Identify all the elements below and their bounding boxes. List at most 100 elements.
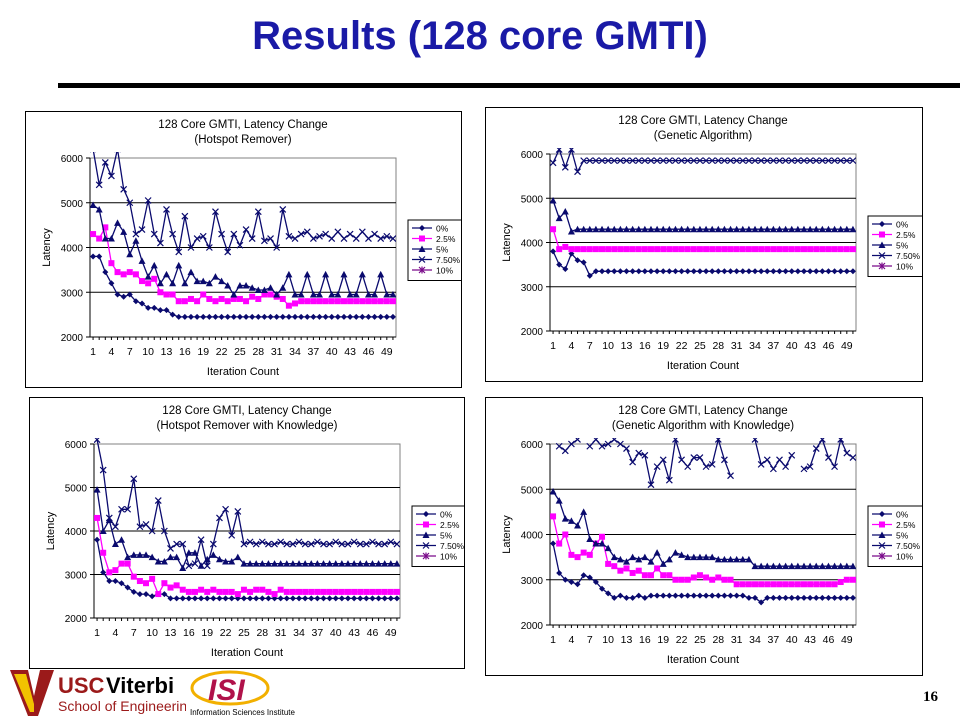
data-point [234, 595, 241, 602]
data-point [635, 225, 643, 233]
data-point [224, 248, 232, 256]
data-point [580, 259, 587, 266]
legend-label: 5% [896, 241, 909, 251]
data-point [210, 595, 217, 602]
data-point [666, 268, 673, 275]
data-point [99, 527, 107, 534]
data-point [285, 270, 293, 278]
x-tick-label: 16 [639, 340, 651, 352]
series-line-4 [558, 438, 854, 488]
data-point [647, 592, 654, 599]
data-point [310, 313, 317, 320]
usc-viterbi-logo: USC Viterbi School of Engineering [10, 670, 186, 716]
series-group [94, 438, 400, 602]
data-point [132, 298, 139, 305]
data-point [120, 271, 127, 278]
x-tick-label: 40 [786, 634, 798, 646]
data-point [709, 592, 716, 599]
data-point [191, 595, 198, 602]
data-point [776, 268, 783, 275]
data-point [393, 588, 400, 595]
data-point [106, 569, 113, 576]
data-point [739, 268, 746, 275]
data-point [130, 573, 137, 580]
data-point [222, 505, 230, 513]
data-point [310, 298, 317, 305]
chart-title: 128 Core GMTI, Latency Change [162, 405, 331, 417]
data-point [328, 313, 335, 320]
data-point [727, 555, 735, 563]
data-point [813, 246, 820, 253]
x-tick-label: 46 [363, 346, 375, 358]
data-point [752, 246, 759, 253]
data-point [260, 237, 268, 245]
data-point [291, 290, 299, 298]
data-point [580, 549, 587, 556]
data-point [684, 553, 692, 561]
data-point [574, 521, 582, 529]
data-point [641, 225, 649, 233]
data-point [849, 268, 856, 275]
chart-genetic-algorithm: 128 Core GMTI, Latency Change (Genetic Al… [485, 107, 923, 382]
data-point [776, 246, 783, 253]
data-point [359, 298, 366, 305]
data-point [94, 536, 101, 543]
legend-label: 10% [440, 552, 457, 562]
data-point [191, 588, 198, 595]
data-point [739, 157, 747, 165]
x-tick-label: 43 [804, 634, 816, 646]
data-point [100, 549, 107, 556]
data-point [598, 540, 606, 547]
x-tick-label: 16 [183, 627, 195, 639]
data-point [383, 232, 391, 240]
data-point [248, 284, 256, 291]
data-point [800, 465, 808, 473]
x-tick-label: 22 [220, 627, 232, 639]
data-point [273, 290, 281, 298]
x-tick-label: 16 [179, 346, 191, 358]
chart-title: 128 Core GMTI, Latency Change [158, 119, 327, 131]
x-tick-label: 28 [252, 346, 264, 358]
data-point [794, 562, 802, 570]
data-point [322, 270, 330, 278]
data-point [843, 576, 850, 583]
data-point [696, 454, 704, 461]
data-point [175, 248, 183, 256]
data-point [363, 595, 370, 602]
data-point [377, 298, 384, 305]
data-point [309, 290, 317, 298]
data-point [641, 594, 648, 601]
data-point [132, 237, 140, 244]
y-tick-label: 6000 [521, 150, 544, 161]
data-point [204, 588, 211, 595]
data-point [623, 445, 630, 452]
data-point [739, 246, 746, 253]
x-tick-label: 25 [694, 634, 706, 646]
x-tick-label: 4 [108, 346, 114, 358]
y-axis-label: Latency [41, 228, 53, 267]
data-point [126, 199, 134, 207]
data-point [831, 463, 839, 471]
legend-marker [878, 252, 886, 259]
y-tick-label: 3000 [65, 571, 88, 582]
data-point [211, 273, 219, 280]
data-point [289, 588, 296, 595]
data-point [126, 250, 134, 258]
x-tick-label: 19 [197, 346, 209, 358]
data-point [586, 225, 594, 233]
data-point [782, 246, 789, 253]
legend-marker [878, 241, 886, 248]
data-point [831, 581, 838, 588]
data-point [118, 505, 125, 513]
data-point [151, 304, 158, 311]
data-point [340, 298, 347, 305]
data-point [647, 246, 654, 253]
data-point [715, 268, 722, 275]
data-point [181, 212, 189, 220]
data-point [611, 563, 618, 570]
data-point [108, 260, 115, 267]
data-point [671, 225, 679, 233]
data-point [611, 268, 618, 275]
x-tick-label: 25 [234, 346, 246, 358]
data-point [265, 588, 272, 595]
